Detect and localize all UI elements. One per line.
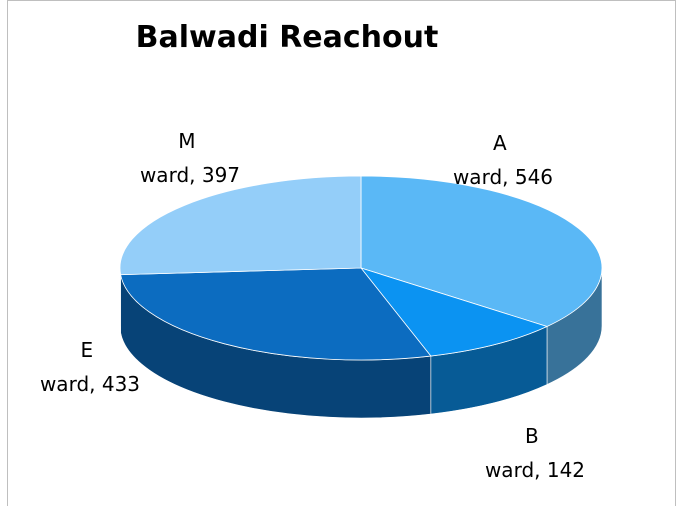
data-label: B ward, 142 xyxy=(485,424,585,482)
slice xyxy=(359,267,549,357)
data-label-line: B xyxy=(525,424,545,448)
data-label-line: E xyxy=(81,338,100,362)
slice xyxy=(119,175,362,276)
data-label-line: ward, 142 xyxy=(485,458,585,482)
data-label: M ward, 397 xyxy=(140,129,240,187)
data-label-line: ward, 546 xyxy=(453,165,553,189)
data-label: A ward, 546 xyxy=(453,131,553,189)
slice xyxy=(360,175,603,327)
data-label-line: M xyxy=(178,129,202,153)
data-label-line: ward, 433 xyxy=(40,372,140,396)
data-label: E ward, 433 xyxy=(40,338,140,396)
slice-side xyxy=(119,267,121,333)
data-label-line: A xyxy=(493,131,513,155)
data-label-line: ward, 397 xyxy=(140,163,240,187)
slice xyxy=(120,267,432,361)
chart-frame xyxy=(7,0,676,506)
chart-title: Balwadi Reachout xyxy=(136,20,439,55)
